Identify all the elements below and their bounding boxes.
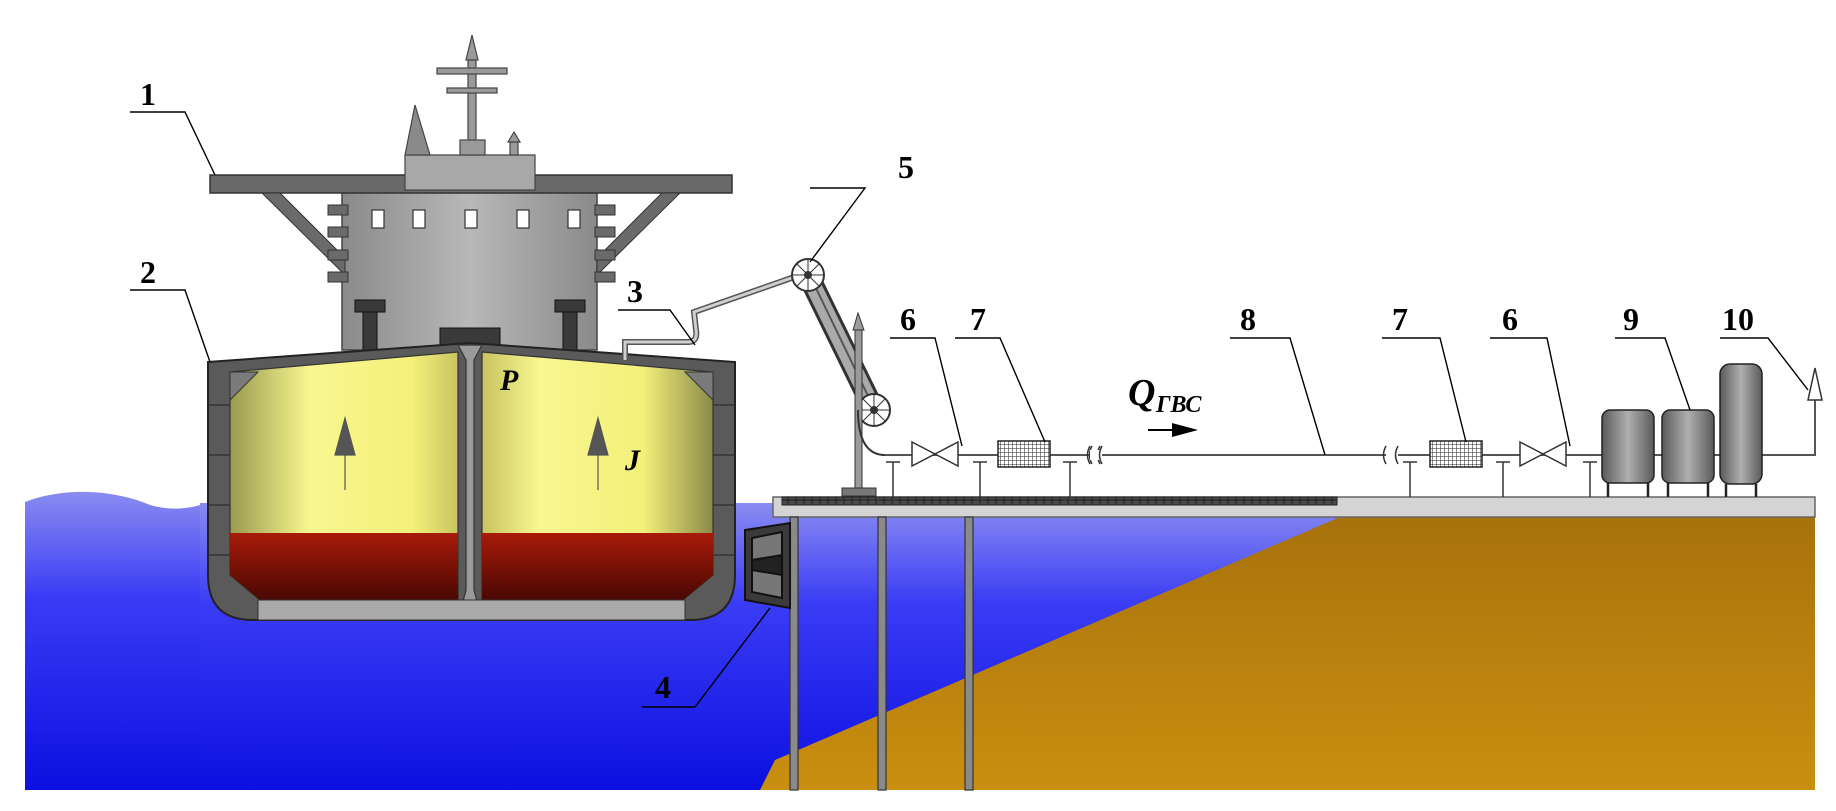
filter-left (997, 440, 1051, 468)
funnel (404, 104, 431, 156)
callout-6-left: 6 (900, 301, 916, 337)
callout-6-right: 6 (1502, 301, 1518, 337)
callout-7-left: 7 (970, 301, 986, 337)
callout-1: 1 (140, 76, 156, 112)
callout-5: 5 (898, 149, 914, 185)
valve-right (1519, 440, 1567, 468)
flow-rate-subscript: ГВС (1155, 392, 1202, 418)
liquid-left (230, 533, 458, 600)
water-body (25, 491, 215, 790)
bridge-top (404, 154, 536, 191)
vapor-pipe-ship (622, 272, 801, 360)
callout-9: 9 (1623, 301, 1639, 337)
pipeline (885, 385, 1816, 497)
seabed-slope (760, 517, 1815, 790)
valve-left (911, 440, 959, 468)
callout-10: 10 (1722, 301, 1754, 337)
loading-arm (791, 258, 891, 497)
callout-3: 3 (627, 273, 643, 309)
superstructure-ribs (327, 204, 616, 283)
callout-2: 2 (140, 254, 156, 290)
pier-deck-grating (781, 496, 1338, 506)
callout-7-right: 7 (1392, 301, 1408, 337)
flow-rate-symbol: Q (1128, 372, 1155, 414)
mast (436, 34, 522, 156)
double-bottom (257, 599, 686, 621)
storage-vessels (1601, 363, 1763, 497)
pressure-symbol: P (499, 364, 519, 397)
windows (371, 209, 581, 229)
vapor-arrows (334, 415, 609, 490)
pier-piles (789, 516, 974, 791)
corner-braces (229, 371, 714, 402)
pipe-break-right (1382, 445, 1399, 465)
liquid-right (482, 533, 713, 600)
callout-8: 8 (1240, 301, 1256, 337)
flux-symbol: J (624, 444, 641, 477)
pipe-supports (886, 461, 1597, 497)
flow-arrow (1148, 423, 1198, 437)
filter-right (1429, 440, 1483, 468)
ship (207, 34, 736, 621)
leader-lines (130, 111, 1809, 708)
callout-4: 4 (655, 669, 671, 705)
flare-stack (1807, 367, 1823, 401)
fender (744, 521, 791, 610)
